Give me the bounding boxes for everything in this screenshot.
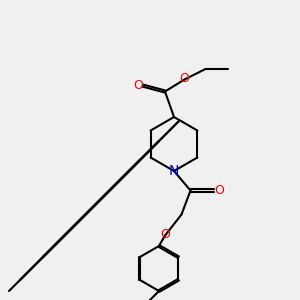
Text: O: O [160, 227, 170, 241]
Text: O: O [133, 79, 143, 92]
Text: O: O [180, 71, 189, 85]
Text: N: N [169, 164, 179, 178]
Text: O: O [214, 184, 224, 197]
